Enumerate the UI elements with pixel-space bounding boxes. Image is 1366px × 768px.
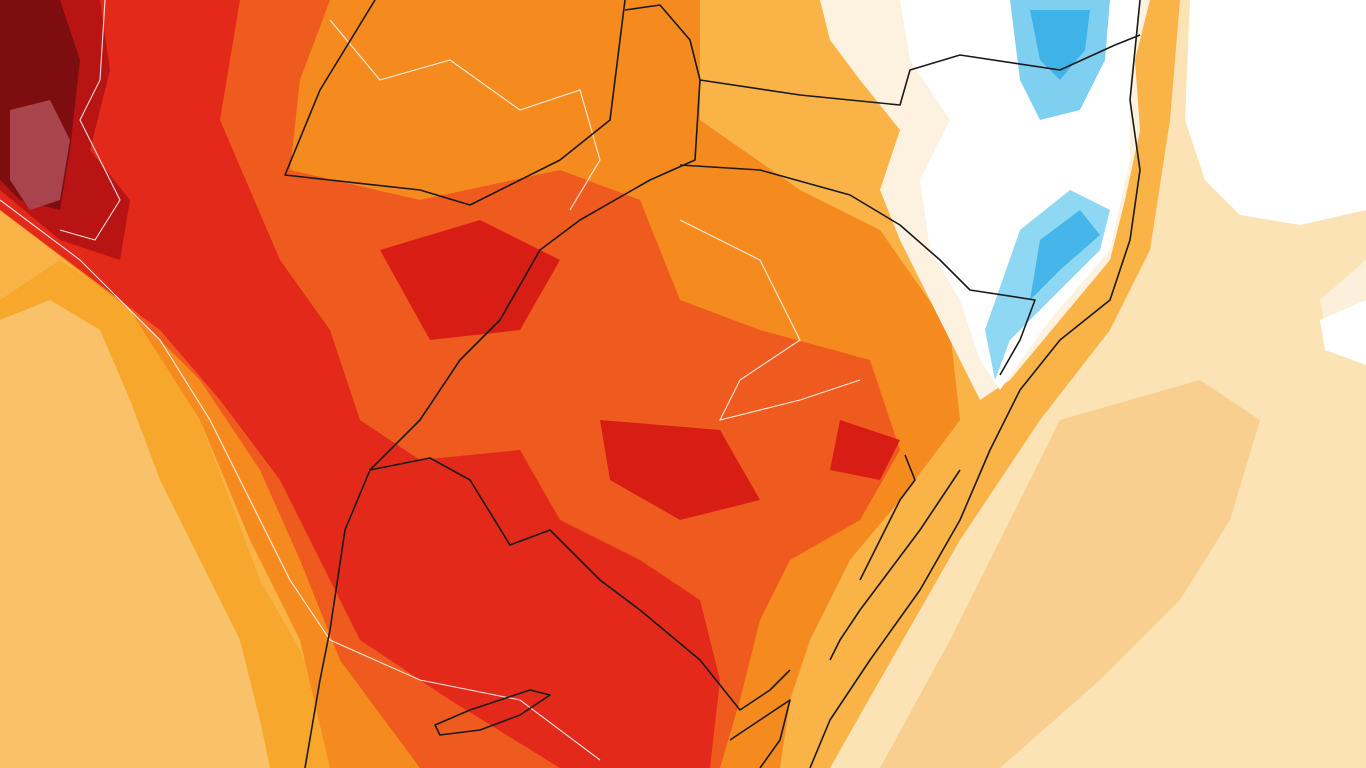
state-border: [679, 164, 1036, 376]
extreme-zone: [0, 0, 720, 768]
state-border: [304, 79, 701, 768]
ocean-white: [1185, 0, 1366, 225]
isotherm: [59, 0, 121, 241]
state-border: [624, 4, 1141, 106]
extreme-core: [380, 220, 900, 520]
state-border: [369, 457, 791, 711]
isotherm: [329, 19, 601, 211]
coastline: [809, 0, 1141, 768]
ocean-white-patch: [1320, 300, 1366, 365]
warm-band-sea: [880, 380, 1260, 768]
peak-center: [10, 100, 70, 210]
west-pale-zone: [0, 300, 270, 768]
cold-core-north: [1030, 10, 1090, 80]
cold-core-south: [1030, 210, 1100, 300]
isotherm: [0, 199, 601, 761]
isotherm: [679, 219, 861, 421]
reservoir-outline: [434, 689, 551, 736]
lagoon-shore: [859, 454, 916, 581]
state-border: [284, 0, 626, 206]
lagoon-shore: [729, 699, 791, 768]
lagoon-shore: [829, 469, 961, 661]
